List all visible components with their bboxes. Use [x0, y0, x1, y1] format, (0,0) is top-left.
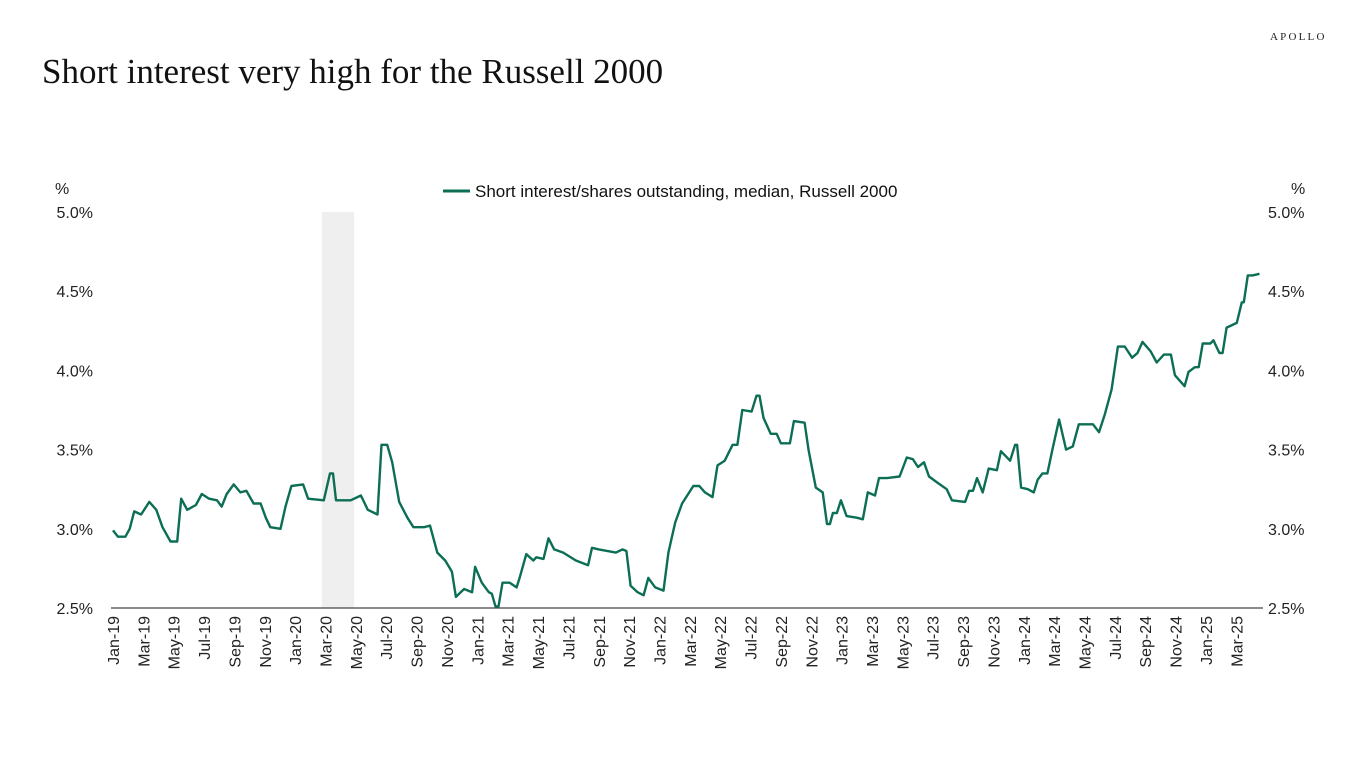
- x-tick-label: Mar-22: [683, 616, 700, 667]
- y-tick-label-right: 5.0%: [1268, 205, 1304, 222]
- y-tick-label-left: 2.5%: [57, 601, 93, 618]
- recession-shading: [321, 212, 355, 608]
- x-axis-ticks: Jan-19 Mar-19 May-19 Jul-19 Sep-19 Nov-19 Jan-…: [106, 616, 1246, 669]
- x-tick-label: Sep-22: [774, 616, 791, 668]
- series-line-short-interest: [112, 272, 1260, 608]
- x-tick-label: Mar-20: [319, 616, 336, 667]
- x-tick-label: Jul-24: [1108, 616, 1125, 660]
- y-tick-label-right: 4.0%: [1268, 363, 1304, 380]
- y-axis-ticks: 2.5% 2.5% 3.0% 3.0% 3.5% 3.5% 4.0% 4.0% 4.5% 4.5%…: [57, 205, 1305, 618]
- x-tick-label: May-24: [1078, 616, 1095, 669]
- page-title: Short interest very high for the Russell…: [42, 52, 664, 91]
- x-tick-label: Jul-20: [379, 616, 396, 660]
- legend-label: Short interest/shares outstanding, media…: [475, 182, 897, 201]
- apollo-logo: APOLLO: [1270, 31, 1327, 43]
- x-tick-label: Jul-19: [197, 616, 214, 660]
- recession-shading-layer: [321, 212, 355, 608]
- x-tick-label: May-23: [895, 616, 912, 669]
- x-tick-label: Jan-25: [1199, 616, 1216, 665]
- y-tick-label-right: 4.5%: [1268, 284, 1304, 301]
- x-tick-label: Sep-23: [956, 616, 973, 668]
- y-tick-label-left: 3.5%: [57, 443, 93, 460]
- x-tick-label: May-19: [167, 616, 184, 669]
- y-axis-unit-left: %: [55, 181, 69, 198]
- y-axis-unit-right: %: [1291, 181, 1305, 198]
- y-tick-label-left: 3.0%: [57, 522, 93, 539]
- x-tick-label: Nov-20: [440, 616, 457, 668]
- x-tick-label: Sep-20: [410, 616, 427, 668]
- x-tick-label: May-21: [531, 616, 548, 669]
- x-tick-label: Sep-19: [227, 616, 244, 668]
- x-tick-label: Jan-21: [470, 616, 487, 665]
- x-tick-label: Jan-19: [106, 616, 123, 665]
- x-tick-label: Jul-23: [926, 616, 943, 660]
- x-tick-label: Nov-23: [986, 616, 1003, 668]
- x-tick-label: Nov-24: [1169, 616, 1186, 668]
- x-tick-label: Mar-23: [865, 616, 882, 667]
- x-tick-label: Jul-22: [744, 616, 761, 660]
- legend: Short interest/shares outstanding, media…: [443, 182, 897, 201]
- x-tick-label: Mar-19: [136, 616, 153, 667]
- x-tick-label: Mar-24: [1047, 616, 1064, 667]
- x-tick-label: Mar-21: [501, 616, 518, 667]
- x-tick-label: Sep-21: [592, 616, 609, 668]
- y-tick-label-left: 4.5%: [57, 284, 93, 301]
- y-tick-label-right: 3.0%: [1268, 522, 1304, 539]
- x-tick-label: Mar-25: [1229, 616, 1246, 667]
- y-tick-label-left: 5.0%: [57, 205, 93, 222]
- x-tick-label: Jan-20: [288, 616, 305, 665]
- x-tick-label: Jan-22: [652, 616, 669, 665]
- x-tick-label: May-20: [349, 616, 366, 669]
- y-tick-label-right: 3.5%: [1268, 443, 1304, 460]
- x-tick-label: Nov-21: [622, 616, 639, 668]
- y-tick-label-right: 2.5%: [1268, 601, 1304, 618]
- y-tick-label-left: 4.0%: [57, 363, 93, 380]
- x-tick-label: Jan-24: [1017, 616, 1034, 665]
- x-tick-label: Nov-22: [804, 616, 821, 668]
- x-tick-label: Jan-23: [835, 616, 852, 665]
- x-tick-label: Nov-19: [258, 616, 275, 668]
- x-tick-label: May-22: [713, 616, 730, 669]
- x-tick-label: Jul-21: [561, 616, 578, 660]
- x-tick-label: Sep-24: [1138, 616, 1155, 668]
